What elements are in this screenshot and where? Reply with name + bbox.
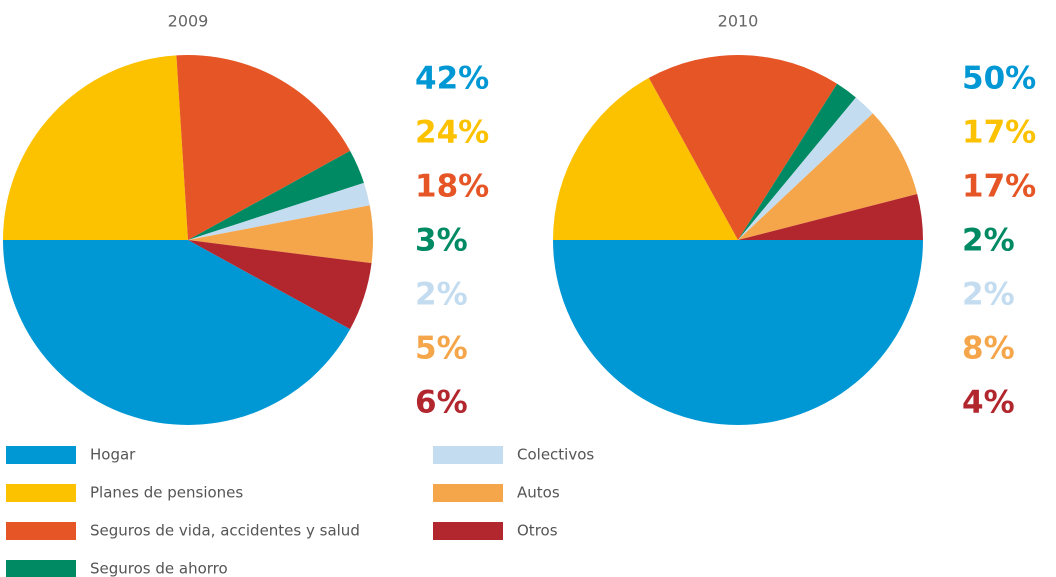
value-label: 2% bbox=[962, 223, 1015, 259]
legend-swatch bbox=[433, 484, 503, 502]
pie-slice bbox=[553, 77, 738, 240]
pie-slice bbox=[2, 240, 351, 425]
value-label: 4% bbox=[962, 385, 1015, 421]
legend-swatch bbox=[433, 446, 503, 464]
legend-label: Seguros de ahorro bbox=[90, 560, 228, 577]
pie-slice bbox=[738, 113, 918, 240]
value-label: 2% bbox=[415, 277, 468, 313]
legend-swatch bbox=[6, 522, 76, 540]
chart-title: 2009 bbox=[168, 12, 209, 31]
value-label: 24% bbox=[415, 115, 489, 151]
value-label: 8% bbox=[962, 331, 1015, 367]
legend-label: Autos bbox=[517, 484, 560, 502]
value-label: 50% bbox=[962, 61, 1036, 97]
pie-slice bbox=[188, 150, 364, 240]
value-label: 2% bbox=[962, 277, 1015, 313]
legend-label: Otros bbox=[517, 522, 558, 540]
pie-slice bbox=[738, 97, 873, 240]
value-label: 6% bbox=[415, 385, 468, 421]
legend-label: Planes de pensiones bbox=[90, 484, 243, 502]
legend-swatch bbox=[6, 446, 76, 464]
value-label: 42% bbox=[415, 61, 489, 97]
pie-slice bbox=[188, 205, 373, 264]
value-label: 18% bbox=[415, 169, 489, 205]
pie-slice bbox=[553, 240, 923, 425]
value-label: 17% bbox=[962, 115, 1036, 151]
chart-title: 2010 bbox=[718, 12, 759, 31]
value-label: 3% bbox=[415, 223, 468, 259]
pie-slice bbox=[188, 182, 370, 240]
value-label: 5% bbox=[415, 331, 468, 367]
pie-slice bbox=[176, 54, 351, 240]
legend-swatch bbox=[433, 522, 503, 540]
value-label: 17% bbox=[962, 169, 1036, 205]
pie-slice bbox=[3, 55, 188, 241]
legend-label: Seguros de vida, accidentes y salud bbox=[90, 522, 360, 540]
legend-label: Hogar bbox=[90, 446, 136, 464]
pie-slice bbox=[648, 55, 838, 240]
legend-swatch bbox=[6, 560, 76, 577]
legend-swatch bbox=[6, 484, 76, 502]
pie-slice bbox=[738, 193, 923, 240]
legend-label: Colectivos bbox=[517, 446, 594, 464]
pie-slice bbox=[188, 240, 372, 330]
pie-slice bbox=[738, 83, 856, 240]
